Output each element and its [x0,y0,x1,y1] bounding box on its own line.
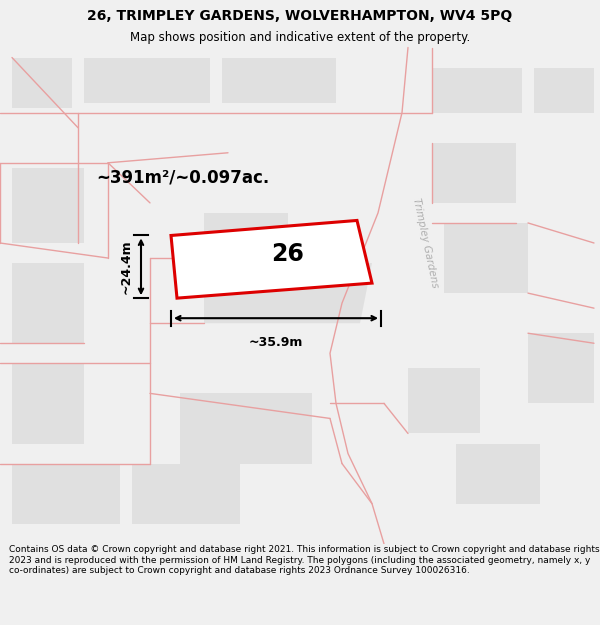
Text: 26: 26 [271,242,304,266]
Text: ~24.4m: ~24.4m [119,239,133,294]
Polygon shape [171,221,372,298]
Polygon shape [12,168,84,243]
Polygon shape [180,393,312,464]
Polygon shape [12,263,84,343]
Text: ~391m²/~0.097ac.: ~391m²/~0.097ac. [96,169,269,187]
Polygon shape [408,368,480,434]
Polygon shape [204,213,288,268]
Polygon shape [12,58,72,108]
Text: Trimpley Gardens: Trimpley Gardens [411,197,440,289]
Text: ~35.9m: ~35.9m [249,336,303,349]
Polygon shape [222,58,336,102]
Polygon shape [444,223,528,293]
Text: Map shows position and indicative extent of the property.: Map shows position and indicative extent… [130,31,470,44]
Polygon shape [12,363,84,444]
Polygon shape [84,58,210,102]
Polygon shape [432,68,522,112]
Polygon shape [132,464,240,524]
Text: 26, TRIMPLEY GARDENS, WOLVERHAMPTON, WV4 5PQ: 26, TRIMPLEY GARDENS, WOLVERHAMPTON, WV4… [88,9,512,22]
Polygon shape [456,444,540,504]
Polygon shape [534,68,594,112]
Polygon shape [12,464,120,524]
Polygon shape [204,263,372,323]
Polygon shape [432,142,516,203]
Polygon shape [528,333,594,403]
Text: Contains OS data © Crown copyright and database right 2021. This information is : Contains OS data © Crown copyright and d… [9,546,599,575]
